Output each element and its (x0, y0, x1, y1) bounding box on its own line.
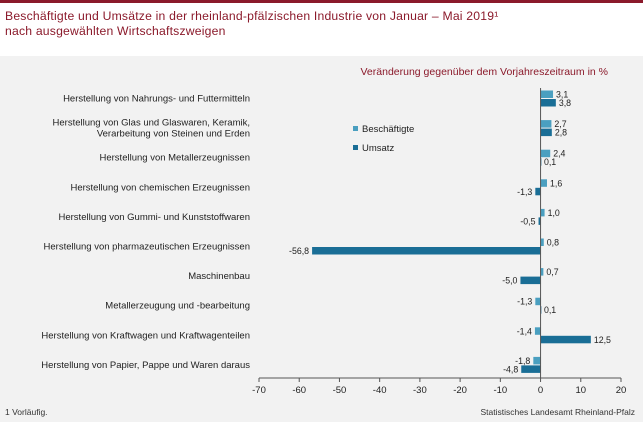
bar-beschaeftigte (535, 297, 541, 306)
data-label: 1,6 (550, 178, 562, 188)
category-label: Herstellung von Papier, Pappe und Waren … (41, 360, 250, 371)
category-label: Herstellung von Metallerzeugnissen (100, 153, 251, 164)
category-label: Metallerzeugung und -bearbeitung (105, 301, 250, 312)
legend-label: Beschäftigte (362, 124, 414, 135)
data-label: 1,0 (548, 208, 560, 218)
data-label: -4,8 (503, 364, 518, 374)
data-label: 0,8 (547, 238, 559, 248)
data-label: 0,1 (544, 305, 556, 315)
x-tick-label: -50 (333, 385, 347, 396)
bar-beschaeftigte (540, 179, 547, 187)
data-label: 2,8 (555, 128, 567, 138)
data-label: 2,4 (553, 149, 565, 159)
bar-umsatz (535, 187, 541, 196)
category-label: Herstellung von Glas und Glaswaren, Kera… (53, 118, 250, 140)
x-tick-label: 20 (616, 385, 627, 396)
x-tick-label: -70 (252, 385, 266, 396)
chart-subtitle: Veränderung gegenüber dem Vorjahreszeitr… (360, 66, 609, 78)
source-note: Statistisches Landesamt Rheinland-Pfalz (480, 407, 636, 417)
data-label: 2,7 (554, 119, 566, 129)
bar-beschaeftigte (540, 120, 552, 128)
data-label: 0,7 (546, 267, 558, 277)
category-label: Herstellung von Kraftwagen und Kraftwage… (41, 330, 250, 341)
category-label: Herstellung von chemischen Erzeugnissen (70, 182, 250, 193)
bar-umsatz (540, 128, 552, 137)
x-tick-label: 10 (575, 385, 586, 396)
data-label: 3,1 (556, 90, 568, 100)
data-label: 12,5 (594, 335, 611, 345)
bar-beschaeftigte (540, 149, 551, 158)
legend-label: Umsatz (362, 143, 394, 154)
bar-beschaeftigte (533, 356, 541, 365)
category-label: Herstellung von Nahrungs- und Futtermitt… (63, 94, 250, 105)
bar-beschaeftigte (534, 327, 541, 335)
data-label: -1,3 (517, 297, 532, 307)
footnote: 1 Vorläufig. (5, 407, 48, 417)
bar-umsatz (540, 99, 556, 107)
x-tick-label: -10 (493, 385, 507, 396)
bar-umsatz (540, 335, 591, 344)
data-label: -1,4 (517, 326, 532, 336)
x-tick-label: 0 (538, 385, 543, 396)
x-tick-label: -40 (373, 385, 387, 396)
bar-umsatz (520, 276, 541, 285)
category-label: Maschinenbau (188, 271, 250, 282)
data-label: -0,5 (520, 216, 535, 226)
chart-title: Beschäftigte und Umsätze in der rheinlan… (5, 9, 498, 39)
x-tick-label: -30 (413, 385, 427, 396)
x-tick-label: -60 (292, 385, 306, 396)
category-label: Herstellung von Gummi- und Kunststoffwar… (59, 212, 251, 223)
bar-umsatz (312, 247, 541, 255)
legend-swatch-umsatz (353, 145, 358, 150)
title-rule (0, 0, 643, 3)
chart-title-line-1: Beschäftigte und Umsätze in der rheinlan… (5, 9, 499, 23)
bar-umsatz (538, 217, 541, 225)
legend-swatch-beschaeftigte (353, 126, 358, 131)
category-label: Herstellung von pharmazeutischen Erzeugn… (44, 242, 250, 253)
chart-title-line-2: nach ausgewählten Wirtschaftszweigen (5, 24, 226, 38)
bar-umsatz (521, 365, 541, 373)
data-label: -1,3 (517, 187, 532, 197)
bar-beschaeftigte (540, 208, 545, 217)
bar-beschaeftigte (540, 268, 544, 276)
x-tick-label: -20 (453, 385, 467, 396)
bar-beschaeftigte (540, 238, 544, 246)
data-label: 0,1 (544, 157, 556, 167)
data-label: -5,0 (502, 276, 517, 286)
data-label: -1,8 (515, 356, 530, 366)
bar-beschaeftigte (540, 90, 554, 98)
data-label: -56,8 (289, 246, 309, 256)
data-label: 3,8 (559, 98, 571, 108)
